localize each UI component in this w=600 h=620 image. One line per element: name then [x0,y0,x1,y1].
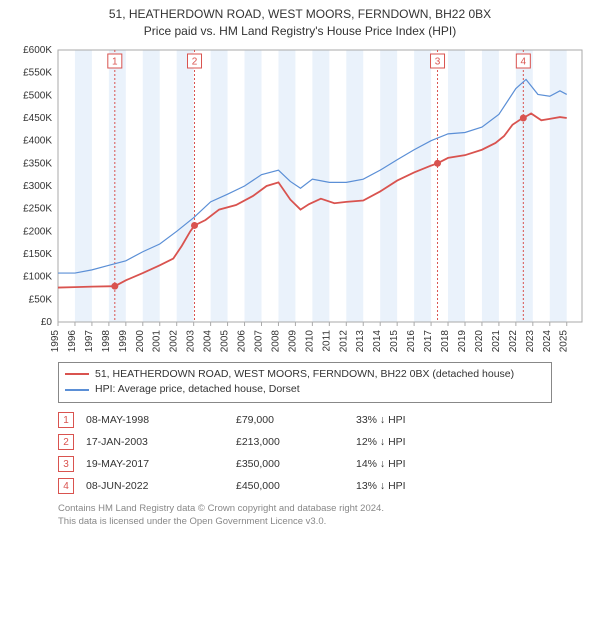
svg-text:£300K: £300K [23,181,52,192]
legend-box: 51, HEATHERDOWN ROAD, WEST MOORS, FERNDO… [58,362,552,404]
svg-text:£50K: £50K [29,294,53,305]
sale-events-table: 1 08-MAY-1998£79,00033% ↓ HPI 2 17-JAN-2003… [58,409,552,497]
svg-text:£250K: £250K [23,203,52,214]
event-delta: 13% ↓ HPI [356,475,552,497]
event-date: 08-MAY-1998 [86,409,236,431]
svg-text:1997: 1997 [84,329,95,352]
svg-text:£100K: £100K [23,271,52,282]
svg-text:1999: 1999 [118,329,129,352]
svg-text:1996: 1996 [67,329,78,352]
svg-text:£550K: £550K [23,67,52,78]
svg-text:£150K: £150K [23,249,52,260]
event-marker-box: 3 [58,456,74,472]
event-date: 19-MAY-2017 [86,453,236,475]
legend-swatch-red [65,373,89,375]
svg-text:2014: 2014 [372,329,383,352]
event-price: £450,000 [236,475,356,497]
legend-swatch-blue [65,389,89,391]
svg-text:2017: 2017 [423,329,434,352]
svg-text:£600K: £600K [23,45,52,56]
legend-item-hpi: HPI: Average price, detached house, Dors… [65,382,545,398]
chart-container: { "title_line1": "51, HEATHERDOWN ROAD, … [0,0,600,620]
footer-attribution: Contains HM Land Registry data © Crown c… [58,503,552,529]
svg-text:2013: 2013 [355,329,366,352]
sale-event-row: 3 19-MAY-2017£350,00014% ↓ HPI [58,453,552,475]
svg-text:£200K: £200K [23,226,52,237]
svg-text:£0: £0 [41,317,53,328]
svg-text:1995: 1995 [50,329,61,352]
price-chart: £0 £50K £100K £150K £200K £250K £300K £350K £400… [8,44,592,356]
legend-item-address: 51, HEATHERDOWN ROAD, WEST MOORS, FERNDO… [65,367,545,383]
svg-text:2020: 2020 [474,329,485,352]
footer-line1: Contains HM Land Registry data © Crown c… [58,503,552,516]
svg-text:£500K: £500K [23,90,52,101]
event-marker-box: 2 [58,434,74,450]
chart-title-line1: 51, HEATHERDOWN ROAD, WEST MOORS, FERNDO… [8,6,592,23]
svg-text:2009: 2009 [287,329,298,352]
svg-text:2010: 2010 [304,329,315,352]
event-date: 17-JAN-2003 [86,431,236,453]
svg-text:2001: 2001 [152,329,163,352]
svg-text:4: 4 [521,56,527,67]
event-price: £350,000 [236,453,356,475]
footer-line2: This data is licensed under the Open Gov… [58,516,552,529]
svg-text:2022: 2022 [508,329,519,352]
svg-text:2004: 2004 [203,329,214,352]
legend-label-address: 51, HEATHERDOWN ROAD, WEST MOORS, FERNDO… [95,367,514,383]
svg-text:2023: 2023 [525,329,536,352]
svg-text:2018: 2018 [440,329,451,352]
event-price: £79,000 [236,409,356,431]
sale-event-row: 4 08-JUN-2022£450,00013% ↓ HPI [58,475,552,497]
event-marker-box: 4 [58,478,74,494]
event-marker-box: 1 [58,412,74,428]
svg-text:2007: 2007 [253,329,264,352]
svg-text:2006: 2006 [237,329,248,352]
svg-text:2021: 2021 [491,329,502,352]
svg-text:2025: 2025 [559,329,570,352]
svg-text:1998: 1998 [101,329,112,352]
sale-event-row: 2 17-JAN-2003£213,00012% ↓ HPI [58,431,552,453]
svg-text:3: 3 [435,56,441,67]
svg-text:£350K: £350K [23,158,52,169]
svg-text:2016: 2016 [406,329,417,352]
svg-text:2015: 2015 [389,329,400,352]
chart-title-line2: Price paid vs. HM Land Registry's House … [8,23,592,40]
svg-text:2019: 2019 [457,329,468,352]
svg-text:£450K: £450K [23,113,52,124]
svg-text:2008: 2008 [270,329,281,352]
svg-text:2002: 2002 [169,329,180,352]
event-date: 08-JUN-2022 [86,475,236,497]
legend-label-hpi: HPI: Average price, detached house, Dors… [95,382,300,398]
svg-text:2003: 2003 [186,329,197,352]
event-delta: 14% ↓ HPI [356,453,552,475]
event-delta: 33% ↓ HPI [356,409,552,431]
svg-text:1: 1 [112,56,118,67]
svg-text:2005: 2005 [220,329,231,352]
event-price: £213,000 [236,431,356,453]
svg-text:2024: 2024 [542,329,553,352]
svg-text:2: 2 [192,56,198,67]
svg-text:2000: 2000 [135,329,146,352]
svg-text:2012: 2012 [338,329,349,352]
event-delta: 12% ↓ HPI [356,431,552,453]
svg-text:2011: 2011 [321,329,332,351]
svg-text:£400K: £400K [23,135,52,146]
sale-event-row: 1 08-MAY-1998£79,00033% ↓ HPI [58,409,552,431]
